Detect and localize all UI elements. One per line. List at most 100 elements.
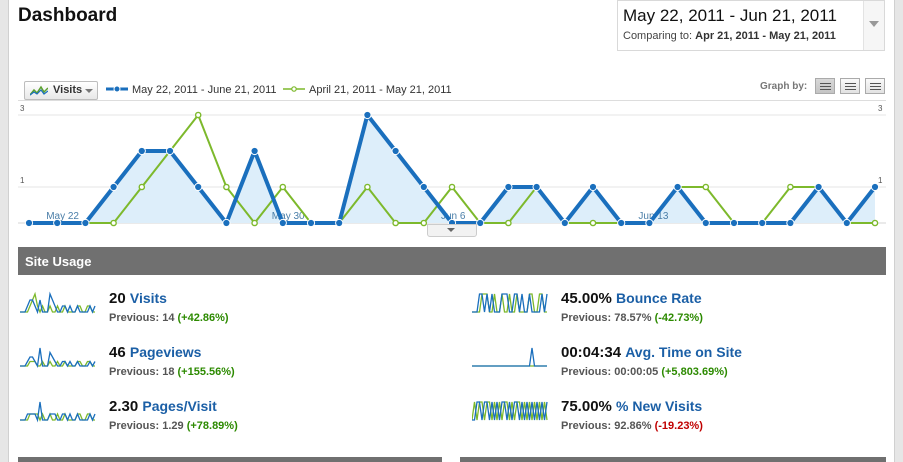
series-previous-point[interactable] — [194, 111, 202, 119]
series-previous-point[interactable] — [871, 219, 879, 227]
series-previous-point[interactable] — [589, 219, 597, 227]
series-current-point[interactable] — [165, 146, 175, 156]
stat-value-line: 46 Pageviews — [109, 344, 201, 361]
sparkline-current — [20, 401, 96, 423]
series-previous-point[interactable] — [392, 219, 399, 227]
stat-previous-label: Previous: — [109, 312, 160, 324]
date-compare-range: Apr 21, 2011 - May 21, 2011 — [695, 30, 836, 42]
x-tick-label: May 22 — [46, 211, 79, 222]
series-current-point[interactable] — [53, 218, 62, 228]
stat-change-percent: (+5,803.69%) — [661, 366, 728, 378]
series-current-point[interactable] — [870, 182, 880, 192]
series-previous-point[interactable] — [251, 219, 258, 227]
chevron-down-icon — [447, 228, 455, 232]
y-tick-label-left: 1 — [20, 176, 25, 185]
sparkline-visits — [20, 291, 96, 315]
series-current-point[interactable] — [363, 110, 372, 120]
x-tick-label: Jun 6 — [441, 211, 466, 222]
series-current-point[interactable] — [250, 146, 259, 156]
series-current-point[interactable] — [645, 218, 654, 228]
legend-label-current: May 22, 2011 - June 21, 2011 — [132, 84, 277, 96]
graph-by-week-button[interactable] — [840, 78, 860, 94]
series-current-point[interactable] — [701, 218, 710, 228]
series-previous-point[interactable] — [138, 183, 146, 191]
stat-value: 2.30 — [109, 398, 139, 415]
series-current-point[interactable] — [137, 146, 146, 156]
series-current-point[interactable] — [814, 182, 823, 192]
series-current-point[interactable] — [419, 182, 428, 192]
series-current-point[interactable] — [758, 218, 767, 228]
stat-metric-link[interactable]: Bounce Rate — [616, 290, 702, 306]
stat-value-line: 2.30 Pages/Visit — [109, 398, 217, 415]
series-previous-point[interactable] — [110, 219, 117, 227]
series-previous-point[interactable] — [279, 183, 287, 191]
series-current-point[interactable] — [842, 218, 851, 228]
stat-change-percent: (+42.86%) — [177, 312, 229, 324]
stat-value-line: 20 Visits — [109, 290, 167, 307]
stat-metric-link[interactable]: Pageviews — [129, 344, 202, 360]
series-current-point[interactable] — [278, 218, 287, 228]
series-previous-point[interactable] — [787, 183, 794, 191]
stat-previous: Previous: 78.57% (-42.73%) — [561, 312, 703, 324]
stat-bounce-rate: 45.00% Bounce Rate Previous: 78.57% (-42.… — [472, 290, 832, 336]
graph-by-month-button[interactable] — [865, 78, 885, 94]
stat-change-percent: (+78.89%) — [186, 420, 238, 432]
series-current-point[interactable] — [560, 218, 569, 228]
sparkline-previous — [472, 401, 548, 421]
stat-pages-visit: 2.30 Pages/Visit Previous: 1.29 (+78.89%) — [20, 398, 380, 444]
series-current-point[interactable] — [222, 218, 231, 228]
stat-value: 20 — [109, 290, 126, 307]
stat-metric-link[interactable]: Pages/Visit — [142, 398, 217, 414]
series-previous-point[interactable] — [505, 219, 512, 227]
visits-line-chart: 3 3 1 1 May 22 May 30 Jun 6 Jun 13 — [18, 100, 886, 229]
stat-value: 75.00% — [561, 398, 612, 415]
stat-previous-value: 00:00:05 — [614, 366, 659, 378]
stat-previous-label: Previous: — [109, 420, 160, 432]
graph-by-day-button[interactable] — [815, 78, 835, 94]
stat-previous-label: Previous: — [561, 420, 612, 432]
series-current-point[interactable] — [81, 218, 90, 228]
next-section-header-left — [18, 457, 442, 462]
stat-previous-label: Previous: — [561, 366, 612, 378]
stat-previous-value: 78.57% — [614, 312, 652, 324]
series-current-point[interactable] — [335, 218, 344, 228]
stat-value: 46 — [109, 344, 126, 361]
series-current-point[interactable] — [504, 182, 513, 192]
stat-new-visits: 75.00% % New Visits Previous: 92.86% (-19… — [472, 398, 832, 444]
series-current-point[interactable] — [786, 218, 795, 228]
series-current-point[interactable] — [532, 182, 541, 192]
date-picker-dropdown-button[interactable] — [863, 1, 884, 50]
series-current-point[interactable] — [109, 182, 118, 192]
series-previous-point[interactable] — [448, 183, 456, 191]
window-frame-right — [894, 0, 903, 462]
y-tick-label-left: 3 — [20, 104, 25, 113]
series-previous-point[interactable] — [420, 219, 428, 227]
series-current-point[interactable] — [588, 182, 598, 192]
series-current-point[interactable] — [194, 182, 203, 192]
chart-collapse-handle[interactable] — [427, 224, 477, 237]
stat-metric-link[interactable]: Visits — [129, 290, 167, 306]
sparkline-current — [472, 347, 547, 367]
date-range-picker[interactable]: May 22, 2011 - Jun 21, 2011 Comparing to… — [617, 0, 885, 51]
series-current-point[interactable] — [617, 218, 626, 228]
series-current-point[interactable] — [729, 218, 739, 228]
metric-dropdown[interactable]: Visits — [24, 81, 98, 100]
legend-label-previous: April 21, 2011 - May 21, 2011 — [309, 84, 452, 96]
series-previous-point[interactable] — [364, 183, 371, 191]
series-current-point[interactable] — [24, 218, 34, 228]
series-previous-point[interactable] — [702, 183, 710, 191]
stat-change-percent: (+155.56%) — [177, 366, 235, 378]
x-tick-label: May 30 — [272, 211, 305, 222]
page-title: Dashboard — [18, 5, 118, 26]
series-current-point[interactable] — [306, 218, 316, 228]
series-previous-point[interactable] — [223, 183, 230, 191]
stat-value-line: 00:04:34 Avg. Time on Site — [561, 344, 742, 361]
legend-swatch-previous — [283, 86, 305, 92]
stat-metric-link[interactable]: Avg. Time on Site — [625, 344, 742, 360]
stat-metric-link[interactable]: % New Visits — [616, 398, 703, 414]
series-current-point[interactable] — [476, 218, 485, 228]
series-current-point[interactable] — [391, 146, 400, 156]
sparkline-current — [472, 401, 548, 421]
series-current-point[interactable] — [673, 182, 682, 192]
